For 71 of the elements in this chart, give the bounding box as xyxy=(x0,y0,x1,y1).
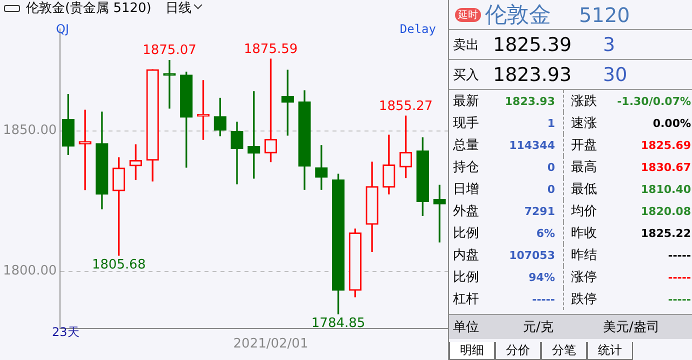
text: 1 xyxy=(546,116,555,130)
text: 最低 xyxy=(570,181,598,198)
text: 跌停 xyxy=(570,291,598,308)
text: 114344 xyxy=(508,138,555,152)
candlestick xyxy=(163,60,176,109)
text: 30 xyxy=(603,64,628,86)
text: 1820.08 xyxy=(640,204,691,218)
text: 速涨 xyxy=(570,115,598,132)
text: 均价 xyxy=(570,203,598,220)
text: 元/克 xyxy=(523,319,554,336)
text: 买入 xyxy=(452,66,480,84)
annotation: Delay xyxy=(400,22,436,36)
text: 延时 xyxy=(455,8,481,22)
text: ----- xyxy=(667,270,691,284)
text: 明细 xyxy=(449,342,495,360)
annotation: 1855.27 xyxy=(378,98,433,114)
text: 1825.69 xyxy=(640,138,691,152)
candlestick xyxy=(433,184,446,242)
text: 统计 xyxy=(587,342,633,360)
text: 分价 xyxy=(495,342,541,360)
annotation: 1875.59 xyxy=(244,42,298,57)
text: 1830.67 xyxy=(640,160,691,174)
text: 0 xyxy=(546,160,555,174)
text: 0 xyxy=(546,182,555,196)
text: 涨停 xyxy=(570,269,598,286)
text: 外盘 xyxy=(452,203,480,220)
chart-subtitle: 日线 xyxy=(165,1,192,16)
annotation: 1805.68 xyxy=(92,257,146,272)
chart-title: 伦敦金(贵金属 5120) xyxy=(26,1,152,16)
text: 6% xyxy=(535,226,555,240)
text: 持仓 xyxy=(452,159,480,176)
text: 比例 xyxy=(452,225,480,242)
y-tick-label: 1800.00 xyxy=(2,264,57,279)
annotation: QJ xyxy=(56,22,69,36)
text: 3 xyxy=(603,34,616,56)
text: 7291 xyxy=(523,204,555,218)
text: 1825.22 xyxy=(640,226,691,240)
text: 开盘 xyxy=(570,137,598,154)
text: -1.30/0.07% xyxy=(616,94,691,108)
text: 总量 xyxy=(452,137,480,154)
text: 涨跌 xyxy=(570,93,598,110)
text: 美元/盎司 xyxy=(603,319,660,336)
text: 0.00% xyxy=(652,116,691,130)
text: 昨结 xyxy=(570,247,598,264)
y-tick-label: 1850.00 xyxy=(2,123,57,138)
text: ----- xyxy=(667,248,691,262)
text: 内盘 xyxy=(452,247,480,264)
text: 比例 xyxy=(452,269,480,286)
text: 最高 xyxy=(570,159,598,176)
text: 1825.39 xyxy=(493,34,573,56)
x-tick-label: 2021/02/01 xyxy=(233,336,308,352)
text: 1823.93 xyxy=(493,64,573,86)
text: 昨收 xyxy=(570,225,598,242)
text: 日增 xyxy=(452,181,480,198)
annotation: 1875.07 xyxy=(142,43,196,58)
text: ----- xyxy=(531,292,555,306)
annotation: 23天 xyxy=(52,324,80,341)
text: 单位 xyxy=(452,319,480,336)
text: 94% xyxy=(528,270,555,284)
text: 现手 xyxy=(452,115,480,132)
text: 卖出 xyxy=(452,36,480,54)
text: ----- xyxy=(667,292,691,306)
text: 1823.93 xyxy=(504,94,555,108)
annotation: 1784.85 xyxy=(311,316,366,331)
text: 5120 xyxy=(579,2,630,26)
text: 分笔 xyxy=(541,342,587,360)
text: 1810.40 xyxy=(640,182,691,196)
text: 最新 xyxy=(452,93,480,110)
text: 107053 xyxy=(508,248,555,262)
text: 杠杆 xyxy=(452,291,480,308)
text: 伦敦金 xyxy=(485,2,551,30)
